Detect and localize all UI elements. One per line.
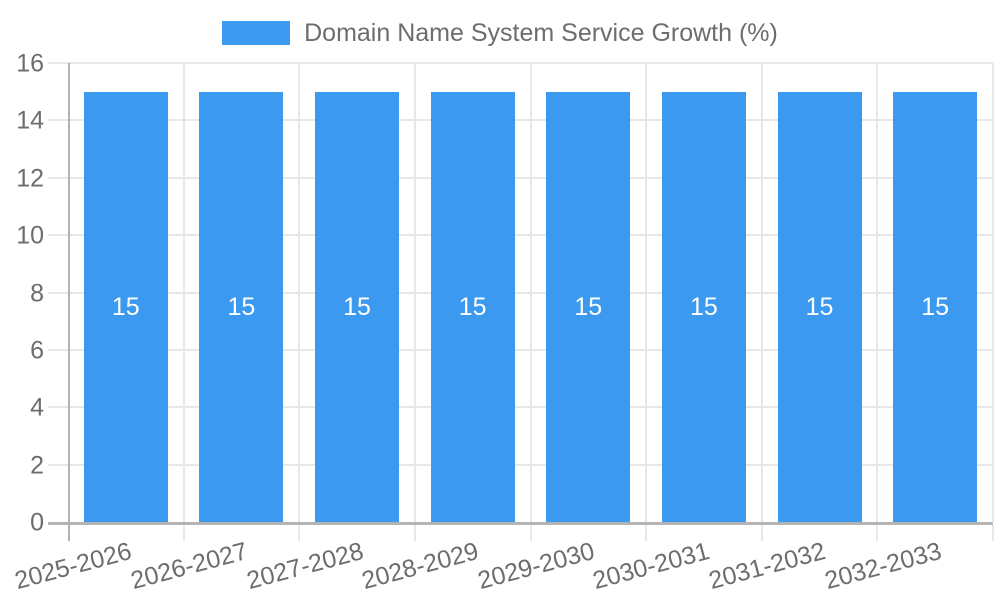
bar-value-label: 15	[227, 292, 256, 321]
y-tick-label: 10	[16, 221, 44, 250]
x-axis-tick	[992, 525, 994, 541]
bar[interactable]: 15	[661, 92, 746, 522]
legend-label: Domain Name System Service Growth (%)	[304, 19, 778, 47]
y-axis-tick	[48, 463, 68, 466]
x-axis-tick	[182, 525, 185, 541]
x-axis-tick	[529, 525, 532, 541]
bar-value-label: 15	[574, 292, 603, 321]
bar[interactable]: 15	[546, 92, 631, 522]
legend-swatch-icon	[222, 21, 291, 45]
x-axis-line	[48, 522, 993, 525]
y-axis-tick	[48, 291, 68, 294]
x-tick-label-text: 2025-2026	[12, 537, 135, 596]
chart-legend[interactable]: Domain Name System Service Growth (%)	[0, 19, 1000, 47]
x-tick-label-text: 2028-2029	[358, 537, 482, 596]
x-tick-label-text: 2027-2028	[243, 537, 367, 596]
y-tick-label: 16	[16, 49, 44, 78]
bar-value-label: 15	[805, 292, 834, 321]
bar-value-label: 15	[458, 292, 487, 321]
x-axis-tick	[760, 525, 763, 541]
gridline-vertical	[645, 63, 648, 522]
y-axis-tick	[48, 234, 68, 237]
bar[interactable]: 15	[777, 92, 862, 522]
bar[interactable]: 15	[199, 92, 284, 522]
bar[interactable]: 15	[83, 92, 168, 522]
y-axis-line	[68, 63, 70, 541]
y-tick-label: 14	[16, 106, 44, 135]
bar[interactable]: 15	[430, 92, 515, 522]
x-axis-tick	[298, 525, 301, 541]
gridline-vertical	[992, 63, 994, 522]
y-tick-label: 6	[30, 336, 44, 365]
y-axis-tick	[48, 348, 68, 351]
gridline-vertical	[760, 63, 763, 522]
y-axis-tick	[48, 406, 68, 409]
gridline-vertical	[413, 63, 416, 522]
x-axis-tick	[645, 525, 648, 541]
y-tick-label: 4	[30, 393, 44, 422]
y-tick-label: 2	[30, 451, 44, 480]
gridline-vertical	[298, 63, 301, 522]
bar-value-label: 15	[343, 292, 371, 321]
y-tick-label: 8	[30, 279, 44, 307]
x-tick-label-text: 2030-2031	[590, 537, 713, 596]
x-axis-tick	[876, 525, 879, 541]
x-tick-label-text: 2029-2030	[474, 537, 598, 596]
x-tick-label-text: 2026-2027	[127, 537, 251, 596]
y-tick-label: 0	[30, 508, 44, 537]
plot-area: 15 15 15 15 15 15 15 15	[68, 62, 994, 522]
gridline-vertical	[529, 63, 532, 522]
gridline-vertical	[182, 63, 185, 522]
bar[interactable]: 15	[893, 92, 978, 522]
bar-value-label: 15	[921, 292, 950, 321]
bar-value-label: 15	[690, 292, 718, 321]
x-axis-tick	[413, 525, 416, 541]
y-axis-tick	[48, 62, 68, 64]
gridline-vertical	[876, 63, 879, 522]
bar[interactable]: 15	[315, 92, 400, 522]
y-tick-label: 12	[16, 164, 44, 193]
x-tick-label-text: 2032-2033	[821, 537, 945, 596]
bar-value-label: 15	[111, 292, 140, 321]
y-axis-tick	[48, 176, 68, 179]
x-tick-label-text: 2031-2032	[705, 537, 829, 596]
y-axis-tick	[48, 119, 68, 122]
